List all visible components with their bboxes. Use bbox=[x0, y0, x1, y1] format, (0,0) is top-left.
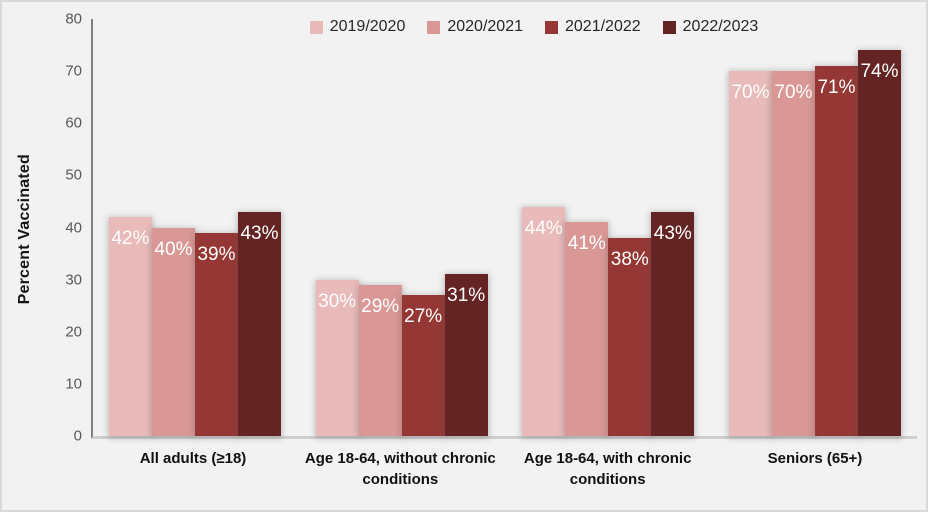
x-category-label: Age 18-64, with chronic conditions bbox=[523, 450, 692, 488]
bar-data-label: 40% bbox=[154, 238, 193, 260]
y-tick-label: 60 bbox=[65, 114, 82, 132]
bar: 42% bbox=[109, 217, 152, 436]
bar: 30% bbox=[315, 279, 359, 436]
legend-swatch-icon bbox=[662, 20, 676, 34]
legend-swatch-icon bbox=[427, 20, 441, 34]
bar-data-label: 29% bbox=[361, 295, 400, 317]
bar-group: 70% 70% 71% 74% bbox=[728, 19, 901, 436]
bar: 70% bbox=[771, 71, 815, 436]
bar-data-label: 31% bbox=[447, 285, 486, 307]
bar-data-label: 44% bbox=[524, 217, 563, 239]
bar: 29% bbox=[358, 284, 402, 436]
bar: 40% bbox=[152, 227, 195, 436]
y-tick-label: 80 bbox=[65, 10, 82, 28]
bar-data-label: 70% bbox=[774, 82, 813, 104]
bar-data-label: 43% bbox=[240, 222, 279, 244]
y-tick-label: 40 bbox=[65, 219, 82, 236]
legend-label: 2019/2020 bbox=[329, 18, 406, 35]
legend-label: 2022/2023 bbox=[682, 18, 759, 35]
bar-data-label: 42% bbox=[111, 228, 150, 250]
bar: 71% bbox=[814, 65, 858, 436]
bar-data-label: 43% bbox=[653, 222, 692, 244]
legend-item: 2022/2023 bbox=[662, 18, 759, 36]
x-category-label: Seniors (65+) bbox=[767, 450, 863, 467]
bar-group: 30% 29% 27% 31% bbox=[315, 19, 488, 436]
y-tick-label: 30 bbox=[65, 271, 82, 289]
bar: 43% bbox=[651, 211, 695, 436]
bar: 43% bbox=[238, 211, 281, 436]
plot-area: 42% 40% 39% 43% 30% 29% 27% 31% 44% 41% 38% 43% 70% 7… bbox=[91, 19, 917, 439]
bar-data-label: 70% bbox=[731, 82, 770, 104]
y-tick-label: 70 bbox=[65, 62, 82, 80]
legend-label: 2021/2022 bbox=[565, 18, 641, 35]
legend-swatch-icon bbox=[309, 20, 323, 34]
legend-swatch-icon bbox=[545, 20, 558, 34]
bar-data-label: 27% bbox=[404, 306, 443, 328]
bar: 27% bbox=[401, 295, 445, 436]
bar: 31% bbox=[444, 274, 488, 436]
y-tick-label: 50 bbox=[65, 166, 82, 184]
bar-group: 42% 40% 39% 43% bbox=[109, 19, 281, 436]
legend: 2019/2020 2020/2021 2021/2022 2022/2023 bbox=[142, 18, 926, 36]
bar-data-label: 39% bbox=[197, 243, 236, 265]
legend-item: 2021/2022 bbox=[545, 18, 641, 36]
bar: 41% bbox=[565, 222, 609, 436]
bar-data-label: 30% bbox=[318, 290, 357, 312]
bar: 74% bbox=[857, 50, 901, 436]
x-category-label: All adults (≥18) bbox=[139, 450, 247, 467]
bar: 38% bbox=[608, 237, 652, 436]
y-tick-label: 20 bbox=[65, 323, 82, 341]
y-tick-label: 10 bbox=[65, 375, 82, 393]
bar-data-label: 71% bbox=[817, 76, 856, 98]
legend-item: 2020/2021 bbox=[427, 18, 523, 36]
bar-groups: 42% 40% 39% 43% 30% 29% 27% 31% 44% 41% 38% 43% 70% 7… bbox=[93, 19, 917, 436]
bar: 44% bbox=[522, 206, 566, 436]
x-category-label: Age 18-64, without chronic conditions bbox=[304, 450, 496, 488]
y-tick-label: 0 bbox=[73, 427, 82, 445]
y-axis-tick-labels: 0 10 20 30 40 50 60 70 80 bbox=[2, 11, 82, 445]
bar-data-label: 38% bbox=[610, 248, 649, 270]
bar: 39% bbox=[195, 232, 238, 436]
bar: 70% bbox=[728, 71, 772, 436]
bar-data-label: 41% bbox=[567, 233, 606, 255]
bar-group: 44% 41% 38% 43% bbox=[522, 19, 695, 436]
bar-data-label: 74% bbox=[860, 61, 899, 83]
x-axis-category-labels: All adults (≥18) Age 18-64, without chron… bbox=[91, 448, 917, 490]
legend-label: 2020/2021 bbox=[447, 18, 523, 35]
legend-item: 2019/2020 bbox=[309, 18, 406, 36]
